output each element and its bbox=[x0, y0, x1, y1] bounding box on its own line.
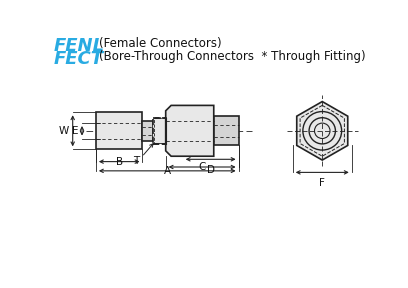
Polygon shape bbox=[96, 112, 142, 149]
Bar bbox=[153, 118, 166, 144]
Text: D: D bbox=[206, 166, 215, 175]
Bar bbox=[154, 118, 165, 143]
Polygon shape bbox=[297, 102, 348, 160]
Text: E: E bbox=[72, 126, 79, 136]
Text: C: C bbox=[198, 162, 206, 173]
Bar bbox=[214, 116, 239, 145]
Bar bbox=[142, 121, 153, 141]
Text: F: F bbox=[319, 178, 325, 188]
Text: W: W bbox=[59, 126, 69, 136]
Text: T: T bbox=[133, 156, 140, 166]
Text: (Female Connectors): (Female Connectors) bbox=[99, 37, 222, 50]
Text: FENL: FENL bbox=[53, 37, 104, 55]
Text: FECT: FECT bbox=[53, 50, 103, 68]
Text: A: A bbox=[164, 166, 171, 176]
Text: (Bore-Through Connectors  * Through Fitting): (Bore-Through Connectors * Through Fitti… bbox=[99, 50, 366, 63]
Polygon shape bbox=[166, 105, 214, 156]
Text: B: B bbox=[115, 157, 123, 167]
